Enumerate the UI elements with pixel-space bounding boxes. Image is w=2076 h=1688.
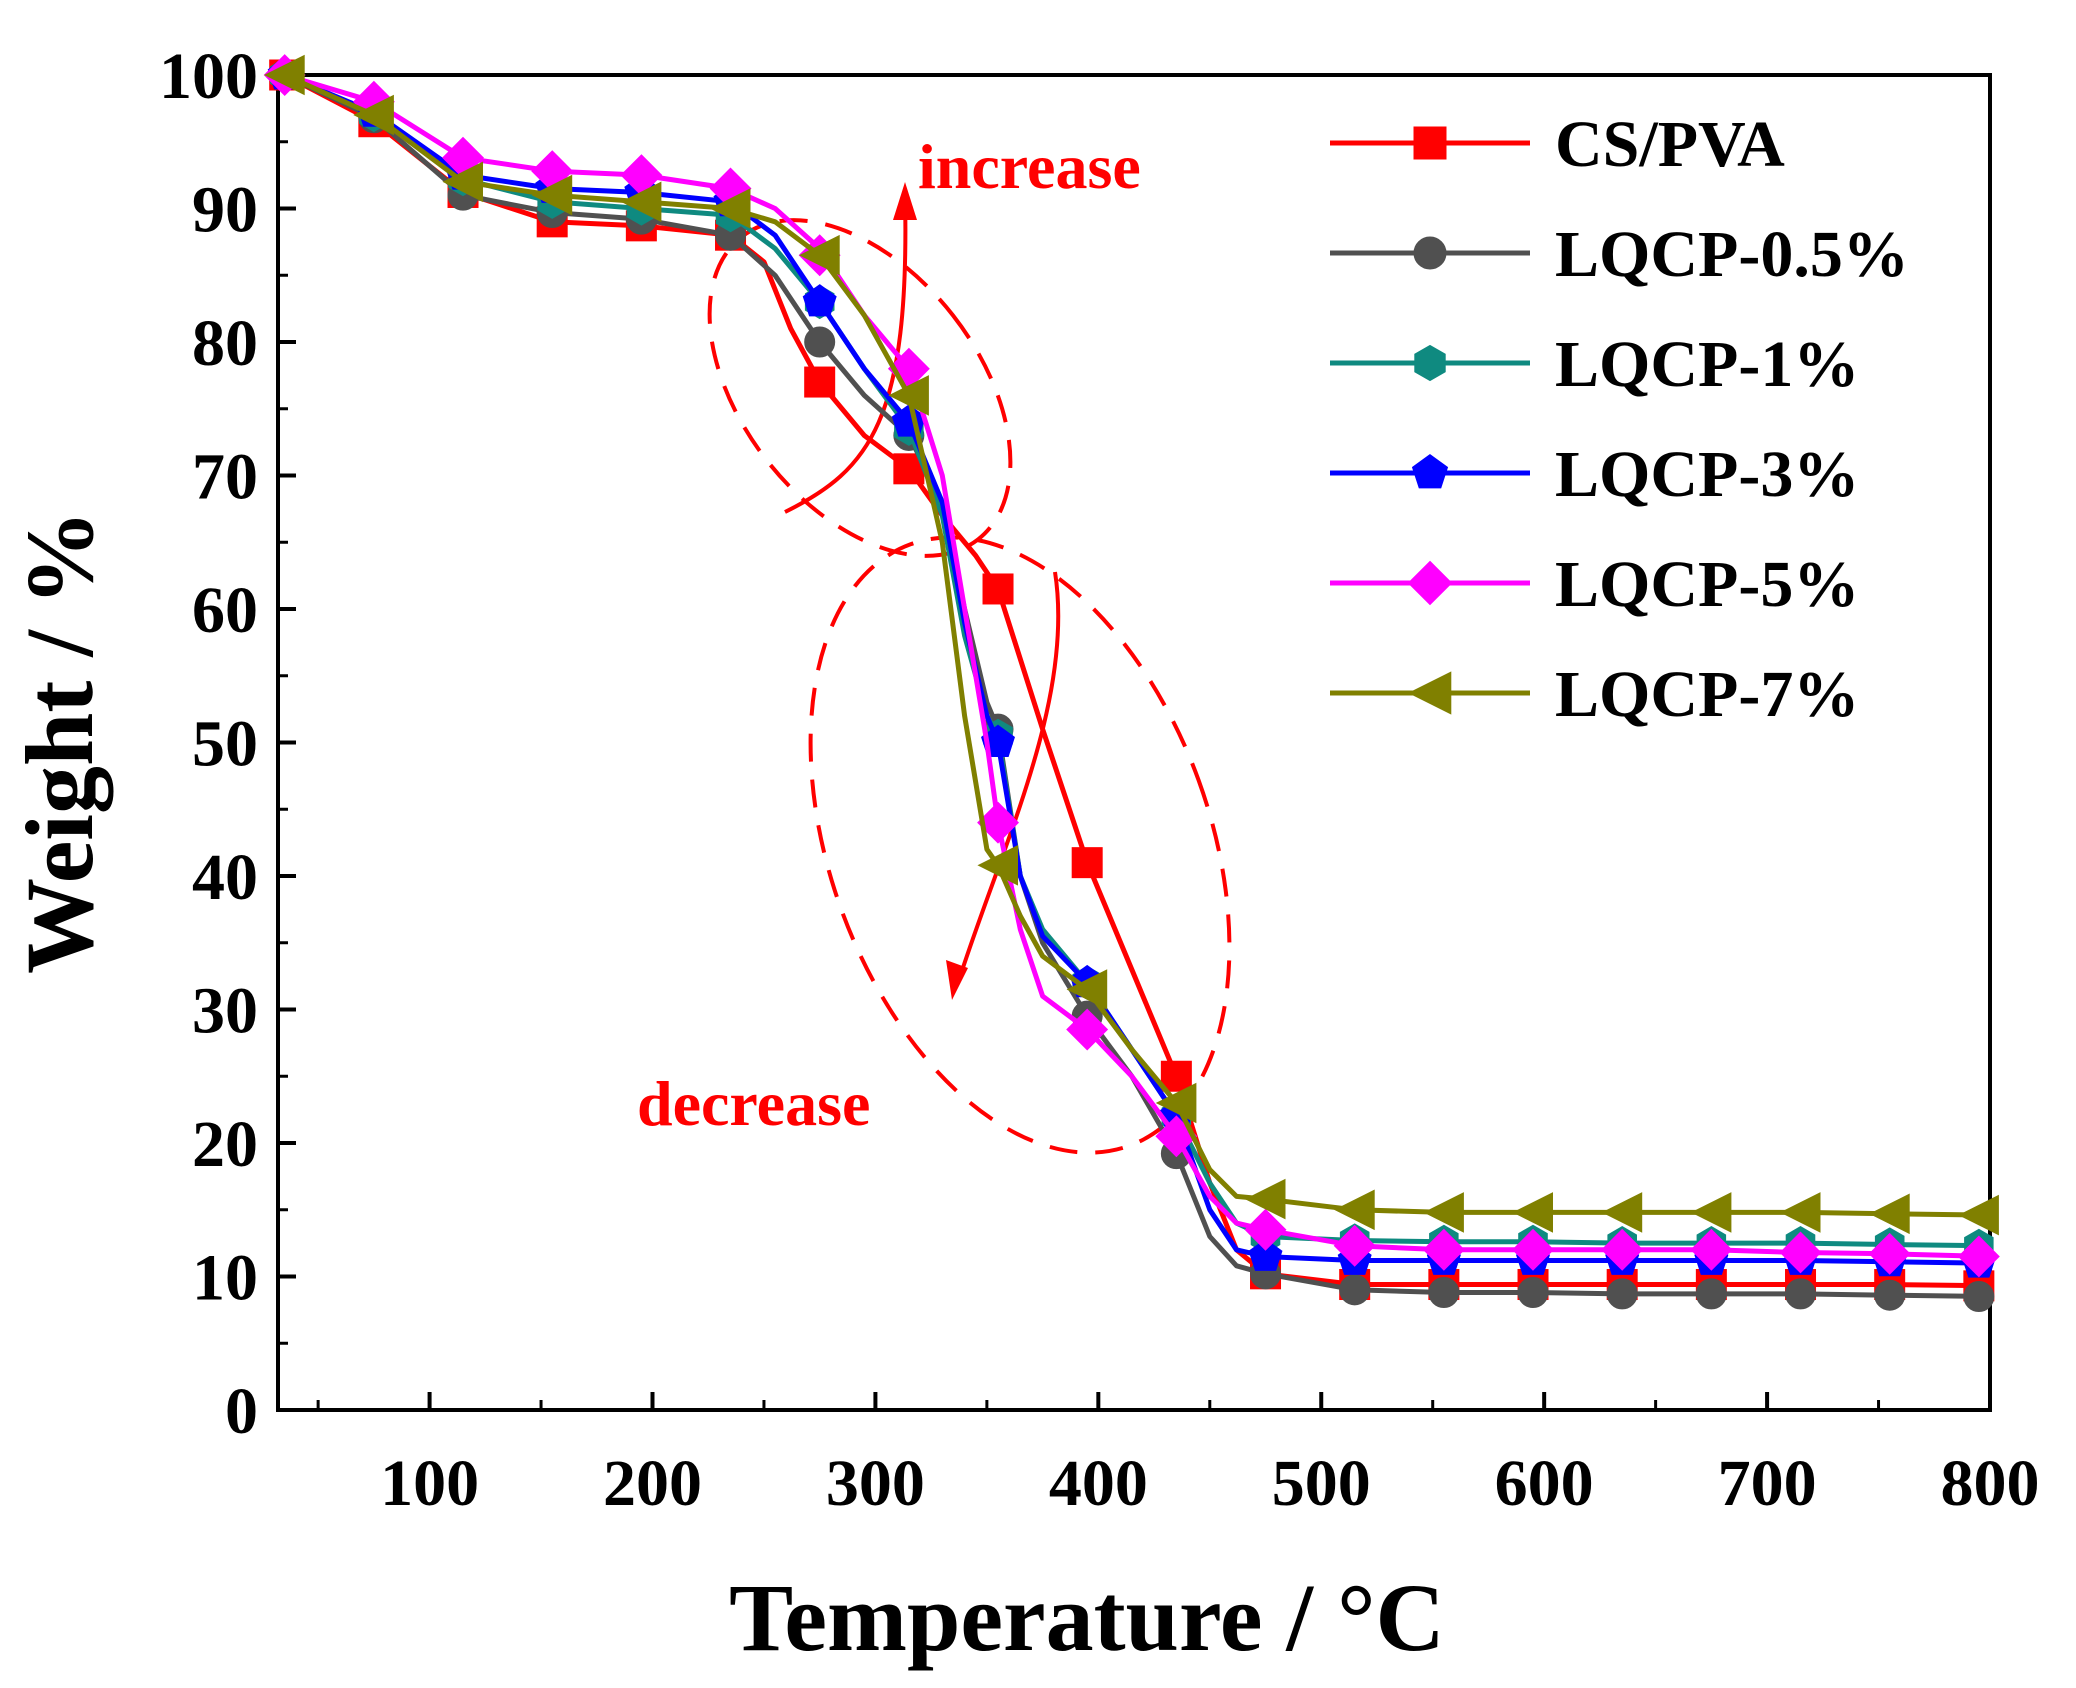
data-point <box>799 234 840 276</box>
y-tick-label: 0 <box>225 1375 258 1448</box>
x-tick-label: 800 <box>1941 1447 2040 1520</box>
x-tick-label: 100 <box>380 1447 479 1520</box>
y-tick-label: 10 <box>192 1242 258 1315</box>
data-point <box>1160 1060 1192 1092</box>
x-tick-label: 500 <box>1272 1447 1371 1520</box>
data-point <box>1957 1235 2000 1278</box>
data-point <box>804 366 836 398</box>
data-point <box>1785 1278 1817 1310</box>
decrease-arrowhead <box>946 960 968 1000</box>
y-tick-label: 30 <box>192 975 258 1048</box>
legend-marker <box>1408 671 1452 715</box>
data-point <box>1958 1194 1999 1236</box>
annotation-decrease: decrease <box>637 1068 870 1139</box>
legend-marker <box>1413 126 1447 160</box>
data-point <box>1869 1193 1910 1235</box>
data-point <box>1690 1192 1732 1233</box>
x-axis-title: Temperature / °C <box>729 1564 1445 1671</box>
data-point <box>977 844 1018 886</box>
legend-item: LQCP-5% <box>1330 548 1859 621</box>
y-tick-label: 100 <box>159 40 258 113</box>
legend-item: LQCP-7% <box>1330 658 1859 731</box>
data-point <box>1606 1278 1638 1310</box>
data-point <box>1512 1228 1555 1271</box>
data-point <box>531 174 573 216</box>
legend-label: LQCP-0.5% <box>1555 218 1909 291</box>
series-lqcp-7- <box>264 54 1999 1236</box>
data-point <box>1423 1192 1464 1233</box>
legend-label: LQCP-5% <box>1555 548 1859 621</box>
data-point <box>1868 1232 1911 1275</box>
x-tick-label: 600 <box>1495 1447 1594 1520</box>
legend-marker <box>1414 344 1446 382</box>
annotation-increase: increase <box>918 131 1141 202</box>
x-tick-label: 200 <box>603 1447 702 1520</box>
x-tick-label: 400 <box>1049 1447 1148 1520</box>
legend: CS/PVA LQCP-0.5% LQCP-1% LQCP-3% LQCP-5% LQCP… <box>1330 108 1909 731</box>
y-tick-label: 40 <box>192 841 258 914</box>
data-point <box>1066 1008 1109 1051</box>
data-point <box>709 188 751 229</box>
data-point <box>1779 1231 1822 1274</box>
data-point <box>1339 1274 1371 1306</box>
data-point <box>442 161 483 203</box>
data-point <box>1244 1208 1287 1251</box>
data-point <box>1963 1281 1995 1313</box>
data-point <box>1428 1277 1460 1309</box>
x-tick-label: 700 <box>1718 1447 1817 1520</box>
data-point <box>1517 1277 1549 1309</box>
x-tick-label: 300 <box>826 1447 925 1520</box>
decrease-arrow <box>956 571 1061 984</box>
legend-label: LQCP-3% <box>1555 438 1859 511</box>
data-point <box>620 181 662 223</box>
y-tick-label: 50 <box>192 708 258 781</box>
data-point <box>1779 1192 1821 1233</box>
y-tick-label: 80 <box>192 307 258 380</box>
data-point <box>1071 847 1103 879</box>
data-point <box>1244 1178 1286 1220</box>
x-tick-labels: 100 200 300 400 500 600 700 800 <box>380 1447 2039 1520</box>
data-point <box>1601 1192 1643 1233</box>
legend-label: LQCP-7% <box>1555 658 1859 731</box>
data-point <box>1155 1082 1197 1124</box>
data-point <box>1334 1189 1375 1231</box>
data-point <box>353 94 394 136</box>
y-tick-label: 60 <box>192 574 258 647</box>
legend-label: LQCP-1% <box>1555 328 1859 401</box>
data-point <box>1601 1228 1644 1271</box>
data-point <box>802 284 837 317</box>
data-point <box>804 326 836 358</box>
data-point <box>1422 1228 1465 1271</box>
legend-item: LQCP-1% <box>1330 328 1859 401</box>
y-tick-label: 20 <box>192 1108 258 1181</box>
y-axis-title: Weight / % <box>6 510 113 974</box>
legend-item: LQCP-3% <box>1330 438 1859 511</box>
data-point <box>1333 1224 1376 1267</box>
y-tick-label: 70 <box>192 441 258 514</box>
y-tick-label: 90 <box>192 174 258 247</box>
data-point <box>982 573 1014 605</box>
y-tick-labels: 0 10 20 30 40 50 60 70 80 90 100 <box>159 40 258 1448</box>
increase-arrow <box>784 194 908 514</box>
legend-label: CS/PVA <box>1555 108 1785 181</box>
data-point <box>264 54 305 96</box>
series-layer <box>263 54 2000 1313</box>
lower-dashed-ellipse <box>808 535 1232 1155</box>
legend-marker <box>1413 236 1447 270</box>
data-point <box>1690 1228 1733 1271</box>
data-point <box>1066 969 1108 1010</box>
data-point <box>1248 1238 1283 1271</box>
data-point <box>977 801 1020 844</box>
data-point <box>1874 1279 1906 1311</box>
data-point <box>888 375 929 416</box>
legend-item: CS/PVA <box>1330 108 1785 181</box>
legend-marker <box>1407 560 1453 606</box>
increase-arrowhead <box>893 182 917 220</box>
legend-marker <box>1411 453 1449 489</box>
data-point <box>1512 1192 1553 1233</box>
legend-item: LQCP-0.5% <box>1330 218 1909 291</box>
data-point <box>1695 1278 1727 1310</box>
